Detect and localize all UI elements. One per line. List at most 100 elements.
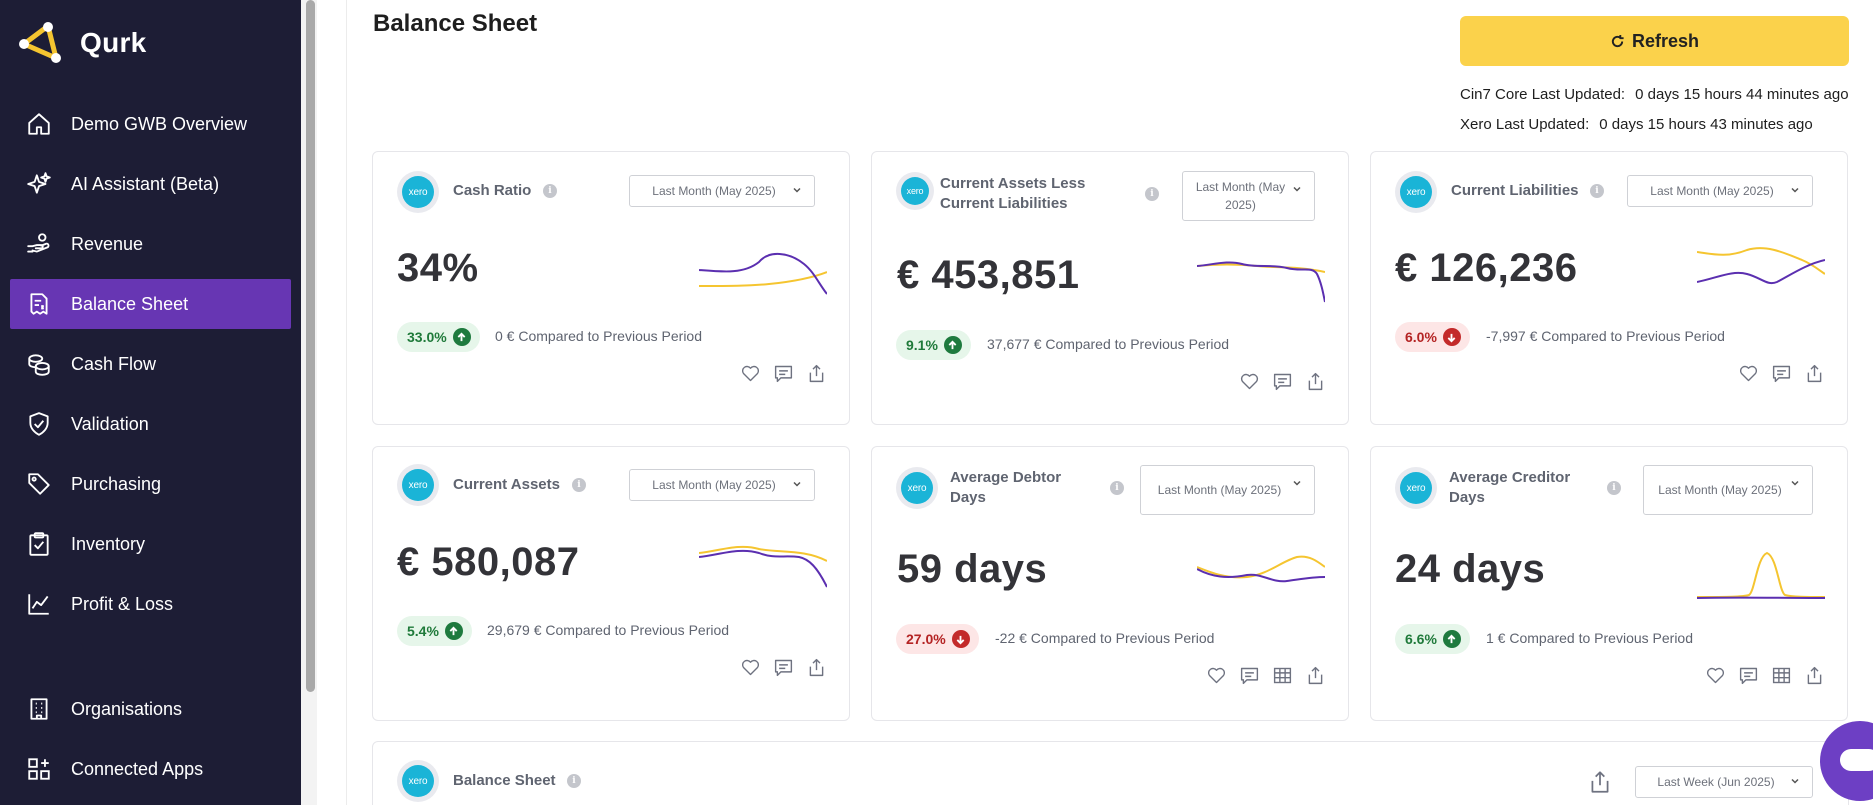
info-icon[interactable]: i [1110,481,1124,495]
heart-icon[interactable] [1738,363,1759,384]
sidebar-item-revenue[interactable]: Revenue [10,219,291,269]
sidebar-item-organisations[interactable]: Organisations [10,684,291,734]
chevron-down-icon [1293,186,1301,192]
sidebar-item-label: Revenue [71,233,144,254]
chevron-down-icon [1791,778,1799,784]
period-select[interactable]: Last Week (Jun 2025) [1635,766,1813,798]
arrow-down-icon [951,630,970,648]
sidebar-item-connected-apps[interactable]: Connected Apps [10,744,291,794]
share-icon[interactable] [1804,363,1825,384]
table-icon[interactable] [1272,665,1293,686]
comment-icon[interactable] [1738,665,1759,686]
kpi-value: € 126,236 [1395,246,1578,290]
share-icon[interactable] [1305,371,1326,392]
info-icon[interactable]: i [543,184,557,198]
compare-text: -22 € Compared to Previous Period [995,630,1215,646]
sidebar-item-profit-loss[interactable]: Profit & Loss [10,579,291,629]
xero-last-updated: Xero Last Updated: 0 days 15 hours 43 min… [1460,116,1813,133]
comment-icon[interactable] [1272,371,1293,392]
sidebar-item-ai-assistant[interactable]: AI Assistant (Beta) [10,159,291,209]
comment-icon[interactable] [773,363,794,384]
xero-logo-text: xero [402,469,434,501]
share-icon[interactable] [1305,665,1326,686]
app-logo[interactable]: Qurk [18,22,147,64]
kpi-value: 59 days [897,547,1048,591]
comment-icon[interactable] [773,657,794,678]
heart-icon[interactable] [1239,371,1260,392]
xero-logo-text: xero [901,177,929,205]
sparkline-chart [1197,261,1325,303]
sparkline-chart [699,253,827,295]
change-badge: 33.0% [397,322,480,352]
period-select[interactable]: Last Month (May 2025) [629,469,815,501]
sidebar-item-label: Balance Sheet [71,293,189,314]
period-select-value: Last Month (May 2025) [652,478,776,492]
change-percent: 6.0% [1405,329,1437,345]
xero-logo-text: xero [1400,176,1432,208]
kpi-card-current-assets: xero Current Assets i Last Month (May 20… [372,446,850,721]
refresh-button[interactable]: Refresh [1460,16,1849,66]
chevron-down-icon [793,481,801,487]
xero-logo-text: xero [402,176,434,208]
cin7-last-updated-value: 0 days 15 hours 44 minutes ago [1635,86,1849,103]
heart-icon[interactable] [1206,665,1227,686]
card-title: Current Assets Less Current Liabilities [940,175,1086,212]
comment-icon[interactable] [1771,363,1792,384]
line-chart-icon [28,594,49,615]
sidebar-item-purchasing[interactable]: Purchasing [10,459,291,509]
info-icon[interactable]: i [1590,184,1604,198]
receipt-icon [30,293,48,315]
xero-logo-text: xero [402,765,434,797]
period-select-value: Last Month (May 2025) [1658,483,1782,497]
share-icon[interactable] [806,657,827,678]
period-select[interactable]: Last Month (May 2025) [1140,465,1315,515]
card-title: Current Liabilities [1451,182,1579,199]
home-icon [28,113,50,135]
heart-icon[interactable] [740,363,761,384]
arrow-up-icon [452,328,471,346]
table-icon[interactable] [1771,665,1792,686]
heart-icon[interactable] [1705,665,1726,686]
sidebar-scrollbar-thumb[interactable] [306,0,315,692]
xero-logo-text: xero [1400,472,1432,504]
chat-bubble-icon [1840,749,1873,771]
period-select-value: Last Month (May 2025) [1157,483,1282,497]
kpi-card-current-liabilities: xero Current Liabilities i Last Month (M… [1370,151,1848,425]
qurk-logo-icon [19,22,61,63]
share-icon[interactable] [806,363,827,384]
period-select[interactable]: Last Month (May 2025) [1627,175,1813,207]
period-select[interactable]: Last Month (May 2025) [1182,171,1315,221]
period-select[interactable]: Last Month (May 2025) [1643,465,1813,515]
xero-logo-icon: xero [397,171,439,213]
card-actions [1738,363,1825,384]
kpi-value: € 580,087 [397,540,580,584]
card-title: Average Debtor Days [950,469,1062,506]
info-icon[interactable]: i [1145,187,1159,201]
sidebar-item-balance-sheet[interactable]: Balance Sheet [10,279,291,329]
kpi-card-net-current-assets: xero Current Assets Less Current Liabili… [871,151,1349,425]
arrow-down-icon [1442,328,1461,346]
sidebar-item-label: Profit & Loss [71,593,174,614]
sidebar-item-inventory[interactable]: Inventory [10,519,291,569]
change-badge: 6.0% [1395,322,1470,352]
change-badge: 27.0% [896,624,979,654]
sidebar-item-validation[interactable]: Validation [10,399,291,449]
heart-icon[interactable] [740,657,761,678]
info-icon[interactable]: i [572,478,586,492]
period-select[interactable]: Last Month (May 2025) [629,175,815,207]
share-icon[interactable] [1804,665,1825,686]
period-select-value: Last Month (May 2025) [1650,184,1774,198]
sidebar-item-label: Inventory [71,533,146,554]
share-icon[interactable] [1587,769,1613,795]
sidebar-item-label: Cash Flow [71,353,157,374]
comment-icon[interactable] [1239,665,1260,686]
sidebar-item-cash-flow[interactable]: Cash Flow [10,339,291,389]
sidebar-item-label: Purchasing [71,473,162,494]
compare-text: 0 € Compared to Previous Period [495,328,702,344]
info-icon[interactable]: i [567,774,581,788]
cin7-last-updated-label: Cin7 Core Last Updated: [1460,86,1626,103]
info-icon[interactable]: i [1607,481,1621,495]
card-title: Average Creditor Days [1449,469,1571,506]
sidebar-item-overview[interactable]: Demo GWB Overview [10,99,291,149]
main-divider [346,0,347,805]
